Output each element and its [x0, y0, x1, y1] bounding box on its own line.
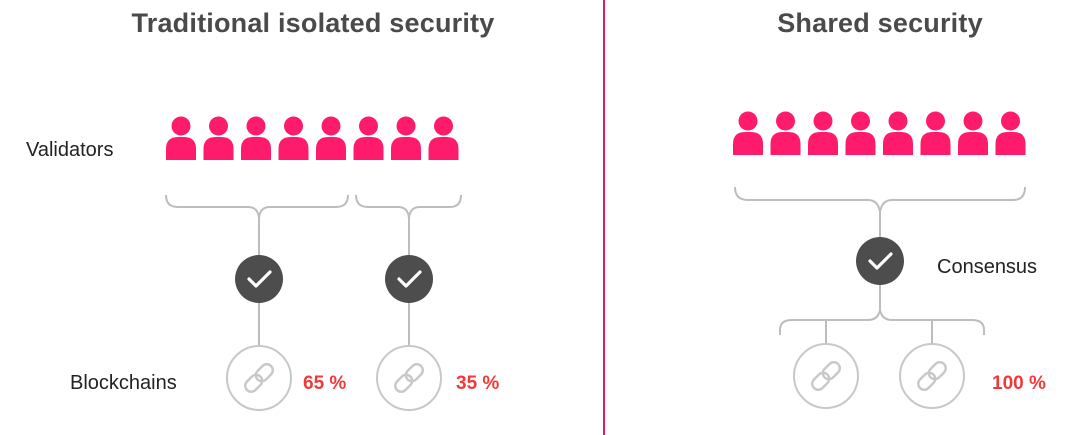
person-icon	[166, 116, 196, 160]
section-divider	[603, 0, 605, 435]
person-icon	[278, 116, 309, 160]
chain-a-bracket	[165, 194, 349, 219]
shared-chains-bracket	[779, 309, 985, 335]
person-icon	[733, 111, 763, 155]
shared-security-title: Shared security	[777, 8, 983, 38]
check-circle-icon	[235, 255, 283, 303]
person-icon	[428, 116, 459, 160]
shared-validators-bracket	[734, 186, 1026, 213]
validators-label: Validators	[26, 139, 114, 161]
chain-link-icon	[793, 343, 859, 409]
person-icon	[995, 111, 1026, 155]
check-circle-icon	[856, 237, 904, 285]
person-icon	[845, 111, 876, 155]
chain-a-share: 65 %	[303, 373, 347, 394]
person-icon	[883, 111, 913, 155]
person-icon	[770, 111, 801, 155]
validator-group-left	[166, 116, 459, 160]
validator-group-right	[733, 111, 1026, 155]
person-icon	[353, 116, 384, 160]
person-icon	[958, 111, 988, 155]
chain-link-icon	[899, 343, 965, 409]
chain-link-icon	[376, 345, 442, 411]
person-icon	[203, 116, 234, 160]
person-icon	[316, 116, 346, 160]
person-icon	[808, 111, 838, 155]
traditional-security-title: Traditional isolated security	[131, 8, 495, 38]
blockchains-label: Blockchains	[70, 372, 177, 394]
check-circle-icon	[385, 255, 433, 303]
chain-b-share: 35 %	[456, 373, 500, 394]
person-icon	[920, 111, 951, 155]
chain-link-icon	[226, 345, 292, 411]
shared-chains-share: 100 %	[992, 373, 1046, 394]
person-icon	[391, 116, 421, 160]
chain-b-bracket	[355, 194, 462, 219]
consensus-label: Consensus	[937, 256, 1038, 278]
person-icon	[241, 116, 271, 160]
